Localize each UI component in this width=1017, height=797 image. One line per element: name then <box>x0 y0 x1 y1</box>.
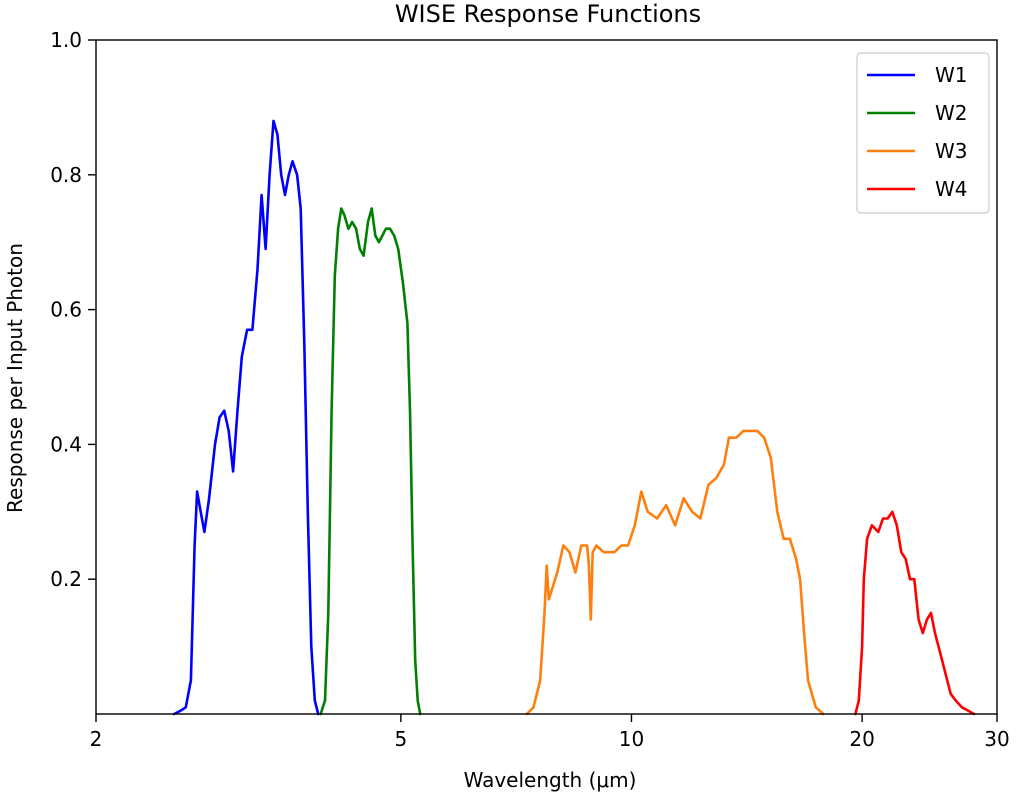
x-tick-label: 10 <box>619 727 644 751</box>
legend-label-w2: W2 <box>935 101 968 125</box>
x-tick-label: 2 <box>90 727 103 751</box>
x-tick-label: 20 <box>849 727 874 751</box>
y-tick-label: 1.0 <box>50 28 82 52</box>
series-line-w1 <box>172 119 320 716</box>
y-tick-label: 0.6 <box>50 298 82 322</box>
series-line-w4 <box>854 510 976 716</box>
legend-label-w3: W3 <box>935 139 968 163</box>
legend-box <box>856 52 990 214</box>
legend: W1 W2 W3 W4 <box>856 52 990 214</box>
legend-label-w1: W1 <box>935 63 968 87</box>
y-axis-ticks: 0.2 0.4 0.6 0.8 1.0 <box>50 28 96 591</box>
series-line-w3 <box>525 429 825 716</box>
legend-label-w4: W4 <box>935 177 968 201</box>
x-tick-label: 30 <box>984 727 1009 751</box>
y-tick-label: 0.8 <box>50 163 82 187</box>
plot-frame <box>95 39 998 715</box>
y-tick-label: 0.4 <box>50 432 82 456</box>
y-axis-label: Response per Input Photon <box>3 243 27 513</box>
x-axis-ticks: 2 5 10 20 30 <box>90 714 1010 751</box>
x-axis-label: Wavelength (μm) <box>464 768 637 792</box>
plot-lines <box>172 119 976 716</box>
chart-title: WISE Response Functions <box>395 0 701 28</box>
x-tick-label: 5 <box>394 727 407 751</box>
series-line-w2 <box>319 207 422 716</box>
y-tick-label: 0.2 <box>50 567 82 591</box>
